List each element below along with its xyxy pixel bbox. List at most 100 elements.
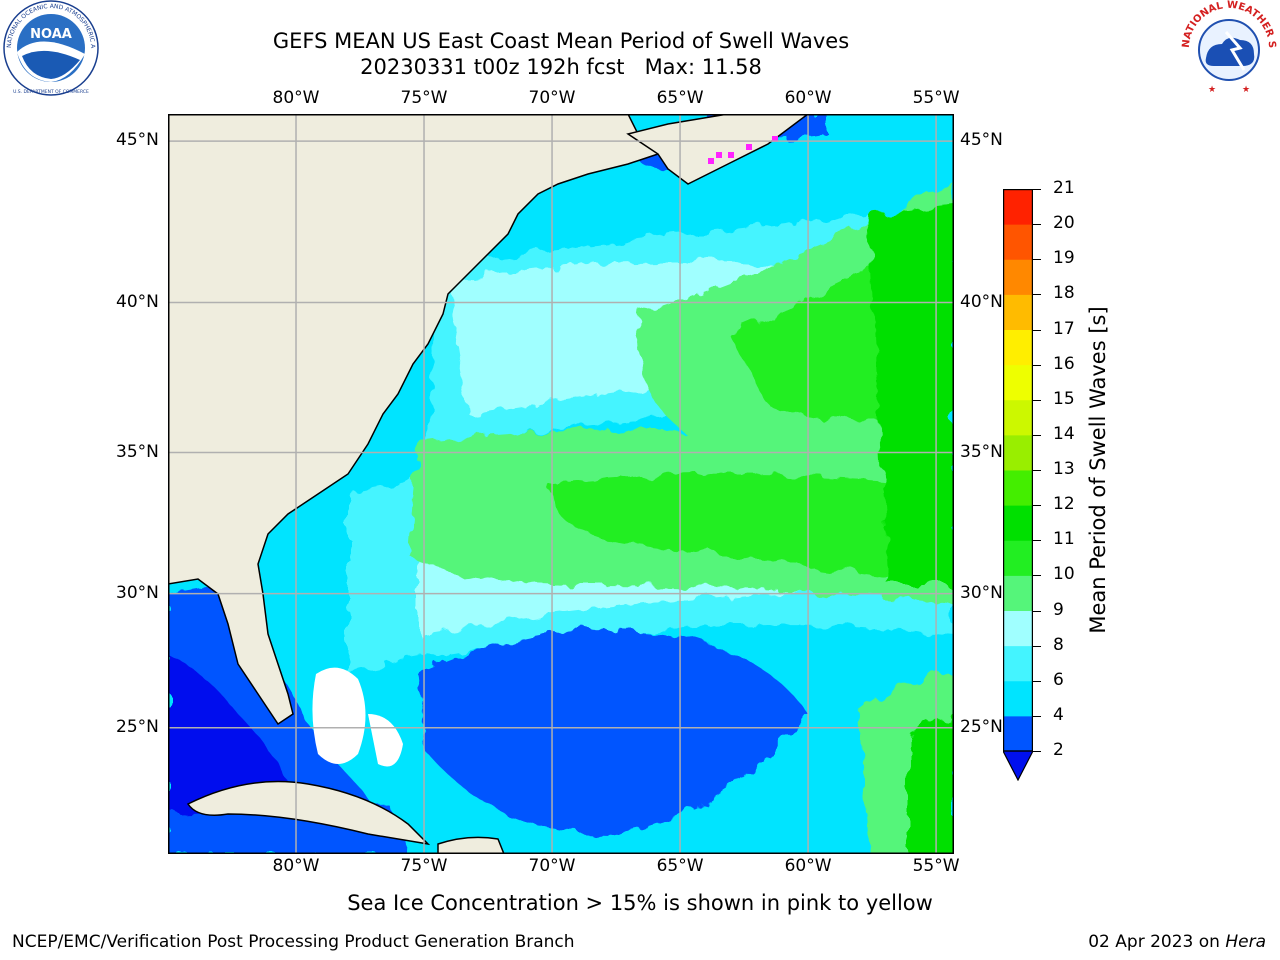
lon-label-bottom: 55°W: [912, 856, 960, 876]
colorbar-tick-label: 20: [1053, 213, 1075, 234]
lat-label-left: 40°N: [116, 291, 159, 312]
machine-name: Hera: [1225, 932, 1266, 952]
field-blue-central: [418, 629, 808, 834]
colorbar-segment: [1003, 505, 1033, 541]
colorbar-tick-label: 15: [1053, 388, 1075, 409]
lon-label-top: 60°W: [784, 88, 832, 108]
lon-label-bottom: 60°W: [784, 856, 832, 876]
colorbar-tick-mark: [1033, 434, 1041, 436]
sea-ice-note-text: Sea Ice Concentration > 15% is shown in …: [347, 891, 933, 915]
colorbar-tick-mark: [1033, 540, 1041, 542]
colorbar-tick-mark: [1033, 259, 1041, 261]
colorbar-tick-label: 9: [1053, 599, 1064, 620]
colorbar-segment: [1003, 399, 1033, 436]
colorbar-tick-label: 16: [1053, 353, 1075, 374]
colorbar-segment: [1003, 189, 1033, 225]
colorbar-tick-mark: [1033, 751, 1041, 752]
lon-label-top: 75°W: [400, 88, 448, 108]
colorbar-tick-label: 14: [1053, 423, 1075, 444]
sea-ice-note: Sea Ice Concentration > 15% is shown in …: [0, 891, 1280, 915]
lat-label-right: 25°N: [960, 716, 1003, 737]
chart-subtitle: 20230331 t00z 192h fcst Max: 11.58: [360, 55, 762, 79]
noaa-logo: NATIONAL OCEANIC AND ATMOSPHERIC ADMINIS…: [0, 0, 99, 96]
colorbar-tick-mark: [1033, 575, 1041, 577]
colorbar: [1003, 189, 1033, 781]
svg-text:★: ★: [1208, 85, 1216, 95]
colorbar-tick-label: 11: [1053, 529, 1075, 550]
colorbar-tick-mark: [1033, 189, 1041, 190]
sea-ice-markers: [708, 136, 778, 164]
lat-label-right: 40°N: [960, 291, 1003, 312]
colorbar-tick-label: 2: [1053, 740, 1064, 760]
field-blue-deep-west: [168, 654, 298, 814]
colorbar-tick-mark: [1033, 470, 1041, 471]
lon-label-bottom: 65°W: [656, 856, 704, 876]
map-panel: [168, 114, 954, 854]
land-cuba: [186, 780, 431, 846]
colorbar-segment: [1003, 294, 1033, 330]
land-hispaniola: [437, 836, 505, 854]
colorbar-segment: [1003, 329, 1033, 366]
colorbar-tick-mark: [1033, 715, 1041, 717]
lat-label-right: 45°N: [960, 130, 1003, 151]
colorbar-segment: [1003, 680, 1033, 717]
colorbar-segment: [1003, 470, 1033, 506]
lon-label-top: 80°W: [272, 88, 320, 108]
colorbar-tick-label: 19: [1053, 248, 1075, 269]
colorbar-tick-mark: [1033, 329, 1041, 331]
field-bright-southeast: [548, 474, 954, 584]
date-text: 02 Apr 2023 on: [1088, 932, 1226, 952]
lon-label-top: 70°W: [528, 88, 576, 108]
colorbar-segment: [1003, 610, 1033, 647]
lat-label-left: 35°N: [116, 441, 159, 462]
bahamas-shallows: [312, 667, 366, 764]
colorbar-tick-mark: [1033, 224, 1041, 226]
colorbar-tick-label: 4: [1053, 704, 1064, 725]
colorbar-segment: [1003, 224, 1033, 260]
nws-logo: NATIONAL WEATHER SERVICE ★ ★: [1178, 0, 1277, 95]
colorbar-label: Mean Period of Swell Waves [s]: [1086, 306, 1110, 634]
lon-label-bottom: 75°W: [400, 856, 448, 876]
colorbar-extend-triangle: [1003, 750, 1033, 781]
colorbar-segment: [1003, 364, 1033, 401]
field-green-far-southeast: [908, 714, 954, 854]
colorbar-frame: [1003, 189, 1033, 752]
graticule: [168, 114, 954, 854]
noaa-center-text: NOAA: [30, 27, 72, 42]
lat-label-left: 45°N: [116, 130, 159, 151]
colorbar-tick-mark: [1033, 680, 1041, 682]
colorbar-segment: [1003, 575, 1033, 611]
date-stamp: 02 Apr 2023 on Hera: [1088, 932, 1266, 952]
colorbar-tick-mark: [1033, 364, 1041, 366]
lon-label-bottom: 70°W: [528, 856, 576, 876]
lon-label-top: 55°W: [912, 88, 960, 108]
noaa-bottom-text: U.S. DEPARTMENT OF COMMERCE: [13, 89, 89, 95]
colorbar-tick-label: 6: [1053, 669, 1064, 690]
colorbar-segment: [1003, 540, 1033, 576]
field-bright-east: [868, 204, 954, 584]
colorbar-tick-mark: [1033, 505, 1041, 507]
colorbar-segment: [1003, 434, 1033, 471]
colorbar-segment: [1003, 645, 1033, 682]
colorbar-tick-label: 13: [1053, 459, 1075, 479]
colorbar-tick-mark: [1033, 645, 1041, 647]
colorbar-tick-mark: [1033, 294, 1041, 296]
colorbar-tick-mark: [1033, 610, 1041, 612]
chart-title: GEFS MEAN US East Coast Mean Period of S…: [272, 29, 850, 53]
colorbar-segment: [1003, 715, 1033, 752]
colorbar-tick-label: 12: [1053, 494, 1075, 515]
lat-label-right: 30°N: [960, 582, 1003, 603]
colorbar-tick-label: 8: [1053, 634, 1064, 655]
colorbar-segment: [1003, 259, 1033, 295]
colorbar-tick-label: 18: [1053, 283, 1075, 304]
lat-label-left: 30°N: [116, 582, 159, 603]
svg-text:★: ★: [1242, 85, 1250, 95]
lon-label-bottom: 80°W: [272, 856, 320, 876]
credit-text: NCEP/EMC/Verification Post Processing Pr…: [12, 932, 575, 952]
lon-label-top: 65°W: [656, 88, 704, 108]
map-frame: [168, 114, 954, 854]
colorbar-tick-label: 17: [1053, 318, 1075, 339]
colorbar-tick-label: 10: [1053, 564, 1075, 585]
land-nova-scotia: [626, 114, 810, 185]
land-north-america: [168, 114, 660, 726]
